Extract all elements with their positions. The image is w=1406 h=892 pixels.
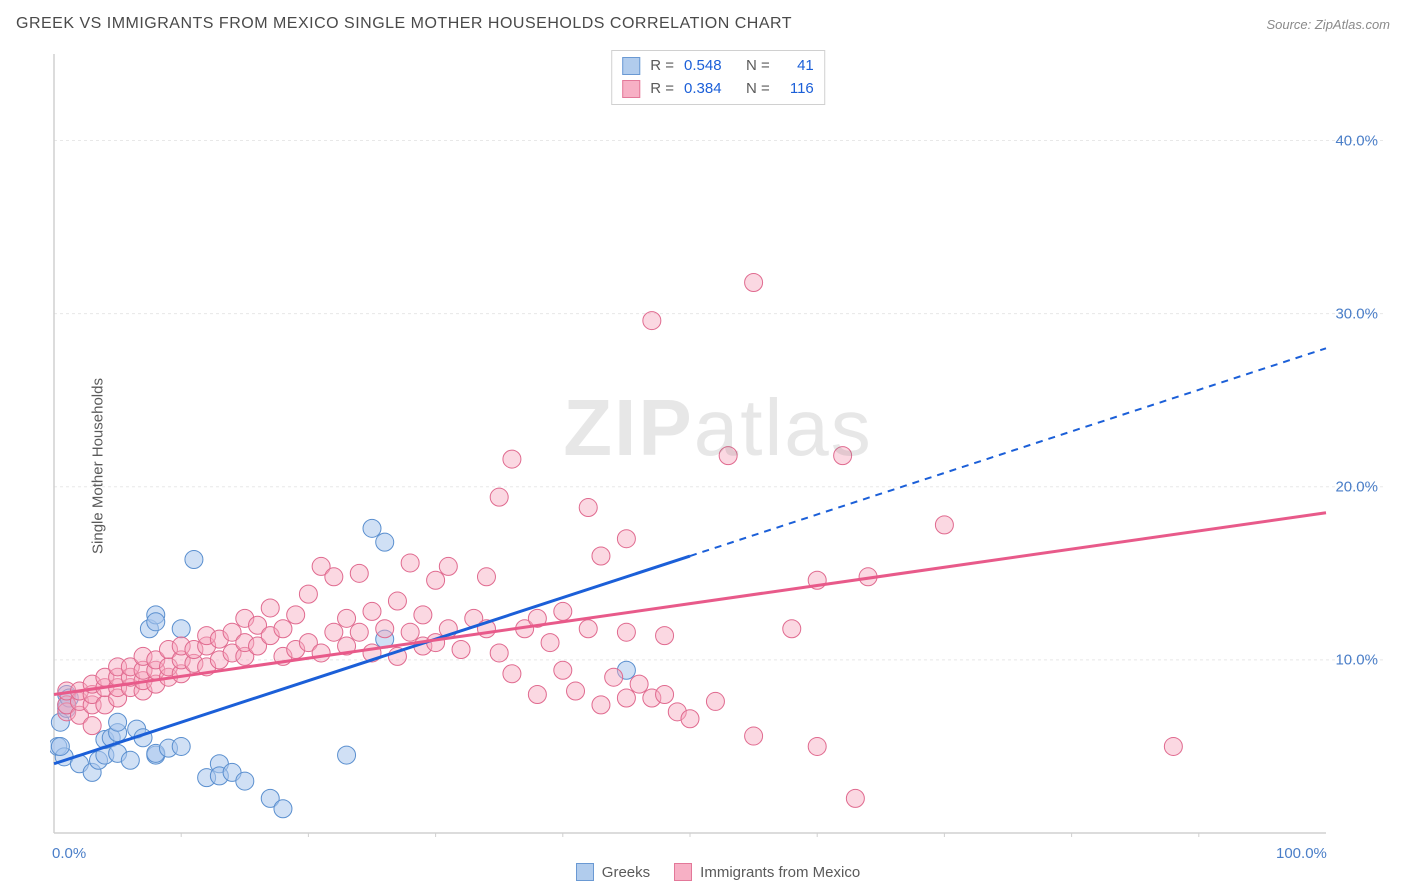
source-attribution: Source: ZipAtlas.com (1266, 17, 1390, 32)
legend-row-greeks: R = 0.548 N = 41 (622, 55, 814, 78)
legend-item-greeks: Greeks (576, 863, 650, 881)
swatch-mexico-icon (674, 863, 692, 881)
chart-container: Single Mother Households ZIPatlas R = 0.… (0, 40, 1406, 892)
r-value-greeks: 0.548 (684, 55, 736, 78)
swatch-greeks-icon (576, 863, 594, 881)
swatch-greeks (622, 57, 640, 75)
y-tick-label: 20.0% (1335, 478, 1378, 495)
r-value-mexico: 0.384 (684, 78, 736, 101)
y-tick-label: 40.0% (1335, 132, 1378, 149)
legend-row-mexico: R = 0.384 N = 116 (622, 78, 814, 101)
legend-label-greeks: Greeks (602, 864, 650, 881)
n-value-greeks: 41 (780, 55, 814, 78)
y-tick-label: 10.0% (1335, 651, 1378, 668)
correlation-legend: R = 0.548 N = 41 R = 0.384 N = 116 (611, 50, 825, 105)
legend-label-mexico: Immigrants from Mexico (700, 864, 860, 881)
y-tick-label: 30.0% (1335, 305, 1378, 322)
series-legend: Greeks Immigrants from Mexico (50, 860, 1386, 884)
scatter-plot: ZIPatlas R = 0.548 N = 41 R = 0.384 N = … (50, 50, 1386, 837)
chart-title: GREEK VS IMMIGRANTS FROM MEXICO SINGLE M… (16, 15, 792, 33)
swatch-mexico (622, 80, 640, 98)
legend-item-mexico: Immigrants from Mexico (674, 863, 860, 881)
n-value-mexico: 116 (780, 78, 814, 101)
